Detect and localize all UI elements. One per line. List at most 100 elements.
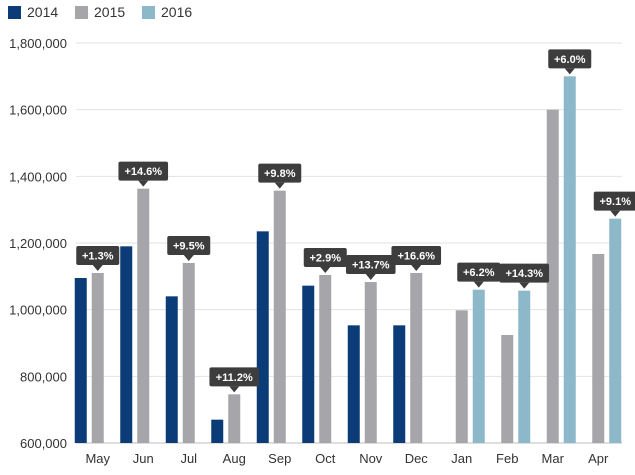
bar-2016-Jan[interactable] [472, 289, 485, 443]
x-tick-label: Apr [588, 451, 609, 466]
x-tick-label: Jan [451, 451, 472, 466]
callout-pointer [365, 274, 376, 280]
callout-label: +9.5% [173, 241, 205, 253]
bar-2014-Aug[interactable] [211, 419, 224, 443]
legend-label-2015: 2015 [94, 4, 125, 20]
callout-box [258, 163, 302, 183]
bar-2014-Oct[interactable] [302, 285, 315, 443]
change-callout: +11.2% [209, 367, 260, 393]
legend-swatch-2015 [75, 6, 88, 19]
x-tick-label: Mar [542, 451, 565, 466]
bar-2015-Oct[interactable] [319, 275, 332, 443]
change-callout: +14.6% [118, 161, 169, 187]
bar-2015-Jun[interactable] [137, 188, 150, 443]
callout-label: +6.0% [554, 54, 586, 66]
callout-pointer [564, 68, 575, 75]
annotations: +1.3% +14.6% +9.5% +11.2% +9.8% +2.9% +13.7% +1… [76, 49, 635, 393]
y-tick-label: 1,200,000 [9, 236, 67, 251]
callout-box [209, 367, 260, 387]
y-tick-label: 1,600,000 [9, 103, 67, 118]
callout-box [593, 191, 635, 211]
bars: May Jun Jul Aug Sep Oct Nov Dec Jan Feb Mar Apr [74, 76, 622, 466]
callout-pointer [519, 282, 530, 289]
bar-2016-Feb[interactable] [518, 290, 531, 443]
callout-box [167, 236, 211, 255]
callout-label: +9.8% [264, 168, 296, 180]
y-tick-label: 1,000,000 [9, 303, 67, 318]
change-callout: +14.3% [499, 263, 550, 289]
callout-pointer [274, 182, 285, 189]
x-tick-label: Jul [180, 451, 197, 466]
callout-label: +11.2% [216, 372, 253, 384]
change-callout: +6.0% [548, 49, 592, 75]
legend-label-2014: 2014 [27, 4, 58, 20]
bar-2014-Dec[interactable] [393, 325, 406, 443]
x-tick-label: Dec [405, 451, 429, 466]
change-callout: +2.9% [303, 248, 347, 273]
callout-pointer [610, 210, 621, 217]
legend-swatch-2014 [8, 6, 21, 19]
gridlines: 600,000 800,000 1,000,000 1,200,000 1,400,00… [9, 36, 622, 451]
x-tick-label: Sep [268, 451, 291, 466]
bar-2015-Dec[interactable] [410, 273, 423, 443]
callout-pointer [183, 255, 194, 261]
callout-label: +13.7% [352, 260, 390, 272]
callout-pointer [229, 386, 240, 393]
y-tick-label: 800,000 [20, 369, 67, 384]
callout-label: +16.6% [397, 251, 435, 263]
change-callout: +16.6% [391, 246, 442, 271]
bar-2014-Jun[interactable] [120, 246, 133, 443]
bar-2016-Mar[interactable] [563, 76, 576, 443]
y-tick-label: 600,000 [20, 436, 67, 451]
callout-label: +14.6% [124, 166, 162, 178]
callout-label: +2.9% [310, 253, 342, 265]
callout-label: +14.3% [505, 268, 543, 280]
x-tick-label: Feb [496, 451, 518, 466]
bar-2015-Jul[interactable] [182, 263, 195, 443]
x-tick-label: May [85, 451, 110, 466]
legend-swatch-2016 [142, 6, 155, 19]
callout-pointer [473, 281, 484, 288]
y-tick-label: 1,800,000 [9, 36, 67, 51]
bar-2015-Sep[interactable] [273, 190, 286, 443]
change-callout: +6.2% [457, 262, 501, 288]
y-tick-label: 1,400,000 [9, 169, 67, 184]
bar-2014-May[interactable] [74, 278, 87, 443]
bar-2015-Aug[interactable] [228, 394, 241, 443]
callout-box [303, 248, 347, 267]
callout-pointer [411, 265, 422, 271]
x-tick-label: Nov [359, 451, 383, 466]
callout-pointer [320, 267, 331, 273]
callout-box [548, 49, 592, 69]
callout-box [76, 246, 120, 265]
callout-label: +9.1% [600, 196, 632, 208]
callout-box [457, 262, 501, 282]
bar-2014-Nov[interactable] [347, 325, 360, 443]
change-callout: +9.8% [258, 163, 302, 189]
legend-label-2016: 2016 [161, 4, 192, 20]
bar-2015-Jan[interactable] [455, 310, 468, 443]
callout-pointer [138, 180, 149, 187]
change-callout: +13.7% [345, 255, 396, 280]
bar-2015-Feb[interactable] [501, 335, 514, 443]
bar-2014-Jul[interactable] [165, 296, 178, 443]
bar-2015-Apr[interactable] [592, 254, 605, 443]
bar-2016-Apr[interactable] [609, 218, 622, 443]
callout-box [345, 255, 396, 274]
bar-2014-Sep[interactable] [256, 231, 269, 443]
x-tick-label: Aug [223, 451, 246, 466]
bar-2015-Mar[interactable] [546, 109, 559, 444]
callout-pointer [92, 265, 103, 271]
bar-2015-May[interactable] [91, 273, 104, 443]
callout-label: +6.2% [463, 267, 495, 279]
bar-2015-Nov[interactable] [364, 282, 377, 443]
callout-label: +1.3% [82, 251, 114, 263]
x-tick-label: Jun [133, 451, 154, 466]
callout-box [391, 246, 442, 265]
x-tick-label: Oct [315, 451, 336, 466]
change-callout: +1.3% [76, 246, 120, 271]
callout-box [118, 161, 169, 181]
legend: 2014 2015 2016 [8, 4, 192, 20]
